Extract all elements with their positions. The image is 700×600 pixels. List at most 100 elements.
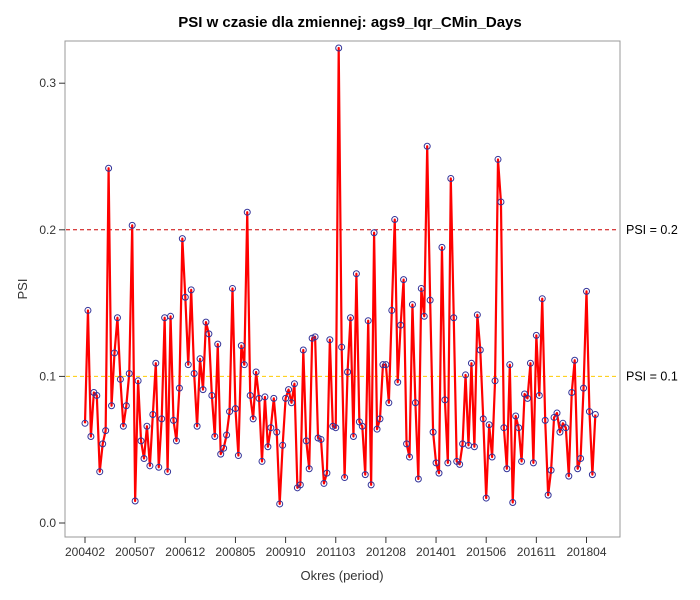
data-point (408, 301, 416, 309)
data-point (524, 394, 531, 402)
chart-title: PSI w czasie dla zmiennej: ags9_Iqr_CMin… (178, 14, 521, 31)
psi-series (81, 44, 599, 508)
data-point (332, 424, 340, 432)
data-point (96, 468, 104, 476)
data-point (267, 424, 275, 432)
data-point (229, 284, 236, 292)
data-point (394, 378, 402, 386)
x-tick-label: 201804 (566, 545, 606, 559)
data-point (237, 342, 245, 350)
data-point (479, 415, 487, 423)
data-point (397, 321, 405, 329)
data-point (529, 459, 537, 467)
x-tick-label: 201208 (366, 545, 406, 559)
data-point (476, 346, 484, 354)
data-point (580, 384, 588, 392)
data-point (146, 462, 154, 470)
data-point (252, 368, 260, 376)
data-point (485, 421, 493, 429)
data-point (364, 317, 372, 325)
data-point (116, 375, 124, 383)
data-point (302, 437, 310, 445)
x-tick-label: 201103 (316, 545, 355, 559)
data-point (429, 428, 437, 436)
data-point (196, 355, 204, 363)
data-point (367, 481, 375, 489)
data-point (105, 164, 113, 172)
x-tick-label: 200612 (165, 545, 205, 559)
reference-line-label: PSI = 0.1 (626, 369, 678, 383)
y-axis: 0.0 0.1 0.2 0.3 (39, 76, 65, 530)
data-point (175, 384, 183, 392)
data-point (143, 422, 151, 430)
x-tick-label: 201611 (517, 545, 556, 559)
data-point (164, 468, 172, 476)
data-point (108, 402, 116, 410)
data-point (288, 399, 295, 407)
data-point (565, 472, 573, 480)
data-point (376, 415, 384, 423)
data-point (391, 216, 399, 224)
data-point (234, 452, 242, 460)
x-axis: 200402 200507 200612 200805 200910 201103 2012… (65, 537, 607, 559)
data-point (152, 359, 160, 367)
data-point (506, 361, 514, 369)
data-point (264, 443, 272, 451)
data-point (385, 399, 393, 407)
data-point (93, 391, 101, 399)
data-point (432, 459, 440, 467)
data-point (420, 312, 428, 320)
data-point (574, 465, 582, 473)
data-point (361, 471, 369, 479)
data-point (99, 440, 107, 448)
data-point (426, 296, 434, 304)
data-point (261, 393, 269, 401)
data-point (172, 437, 180, 445)
y-tick-label: 0.2 (39, 223, 56, 237)
data-point (577, 455, 585, 462)
data-point (84, 306, 92, 314)
data-point (158, 415, 166, 423)
data-point (373, 425, 381, 433)
y-tick-label: 0.3 (39, 76, 56, 90)
data-point (282, 394, 290, 402)
data-point (447, 174, 455, 182)
data-point (296, 481, 304, 489)
data-point (370, 229, 378, 237)
data-point (187, 286, 195, 294)
data-point (515, 424, 523, 432)
data-point (588, 471, 596, 479)
data-point (503, 465, 511, 473)
data-point (134, 377, 142, 385)
data-point (488, 453, 496, 461)
data-point (349, 433, 357, 441)
data-point (178, 235, 186, 243)
data-point (81, 419, 89, 427)
data-point (335, 44, 343, 52)
data-point (585, 408, 593, 416)
data-point (423, 142, 431, 150)
data-point (571, 356, 579, 364)
data-point (270, 394, 278, 402)
data-point (500, 424, 508, 432)
data-point (497, 198, 505, 206)
data-point (276, 500, 284, 508)
data-point (190, 369, 198, 377)
data-point (462, 371, 470, 379)
data-point (240, 361, 248, 369)
data-point (285, 386, 293, 394)
x-tick-label: 200805 (215, 545, 255, 559)
data-point (444, 459, 452, 467)
data-point (541, 416, 549, 424)
data-point (140, 455, 148, 462)
data-point (299, 346, 307, 354)
data-point (149, 411, 157, 419)
data-point (512, 412, 520, 420)
data-point (568, 389, 576, 397)
data-point (338, 343, 346, 351)
data-point (547, 466, 555, 474)
y-tick-label: 0.0 (39, 516, 56, 530)
data-point (167, 312, 175, 320)
data-point (473, 311, 481, 319)
data-point (435, 469, 443, 477)
